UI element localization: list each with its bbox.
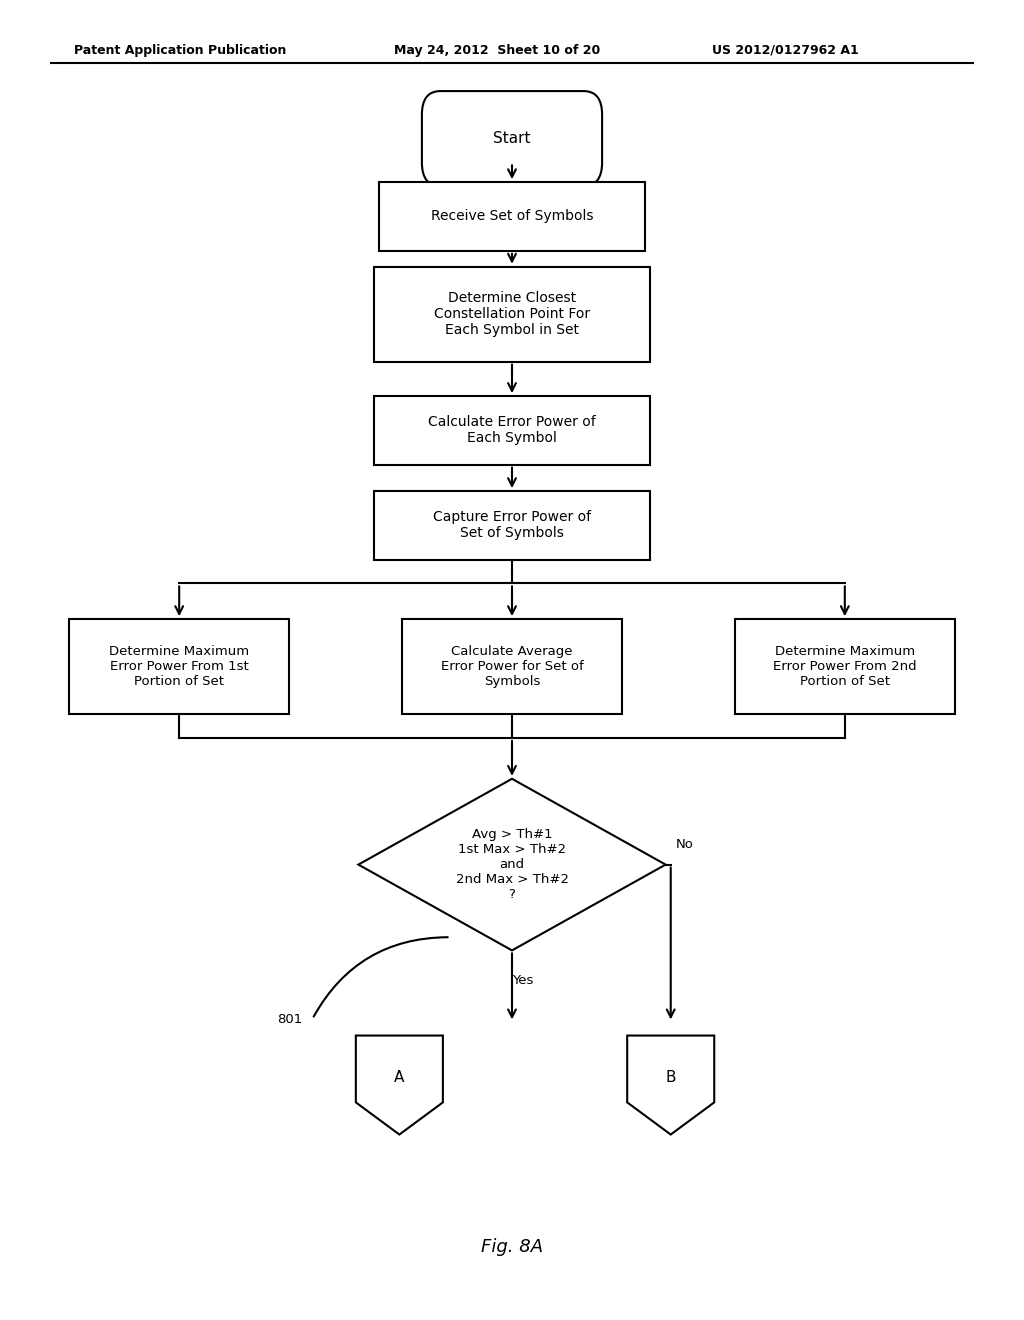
Text: May 24, 2012  Sheet 10 of 20: May 24, 2012 Sheet 10 of 20 — [394, 44, 600, 57]
FancyBboxPatch shape — [401, 619, 623, 714]
Text: Yes: Yes — [512, 974, 532, 987]
Text: Start: Start — [494, 131, 530, 147]
Text: B: B — [666, 1071, 676, 1085]
Text: US 2012/0127962 A1: US 2012/0127962 A1 — [712, 44, 858, 57]
FancyBboxPatch shape — [374, 396, 650, 465]
Text: Receive Set of Symbols: Receive Set of Symbols — [431, 210, 593, 223]
FancyBboxPatch shape — [374, 267, 650, 362]
Text: A: A — [394, 1071, 404, 1085]
Text: Patent Application Publication: Patent Application Publication — [74, 44, 286, 57]
FancyBboxPatch shape — [379, 182, 645, 251]
Polygon shape — [627, 1035, 715, 1135]
FancyBboxPatch shape — [374, 491, 650, 560]
Text: No: No — [676, 838, 693, 851]
Polygon shape — [358, 779, 666, 950]
Text: Determine Closest
Constellation Point For
Each Symbol in Set: Determine Closest Constellation Point Fo… — [434, 290, 590, 338]
Text: 801: 801 — [276, 1012, 302, 1026]
FancyBboxPatch shape — [734, 619, 954, 714]
Text: Avg > Th#1
1st Max > Th#2
and
2nd Max > Th#2
?: Avg > Th#1 1st Max > Th#2 and 2nd Max > … — [456, 828, 568, 902]
Text: Determine Maximum
Error Power From 2nd
Portion of Set: Determine Maximum Error Power From 2nd P… — [773, 645, 916, 688]
Text: Calculate Error Power of
Each Symbol: Calculate Error Power of Each Symbol — [428, 416, 596, 445]
Text: Capture Error Power of
Set of Symbols: Capture Error Power of Set of Symbols — [433, 511, 591, 540]
FancyBboxPatch shape — [422, 91, 602, 186]
Text: Calculate Average
Error Power for Set of
Symbols: Calculate Average Error Power for Set of… — [440, 645, 584, 688]
Text: Fig. 8A: Fig. 8A — [481, 1238, 543, 1257]
Polygon shape — [356, 1035, 442, 1135]
Text: Determine Maximum
Error Power From 1st
Portion of Set: Determine Maximum Error Power From 1st P… — [110, 645, 249, 688]
FancyBboxPatch shape — [69, 619, 289, 714]
